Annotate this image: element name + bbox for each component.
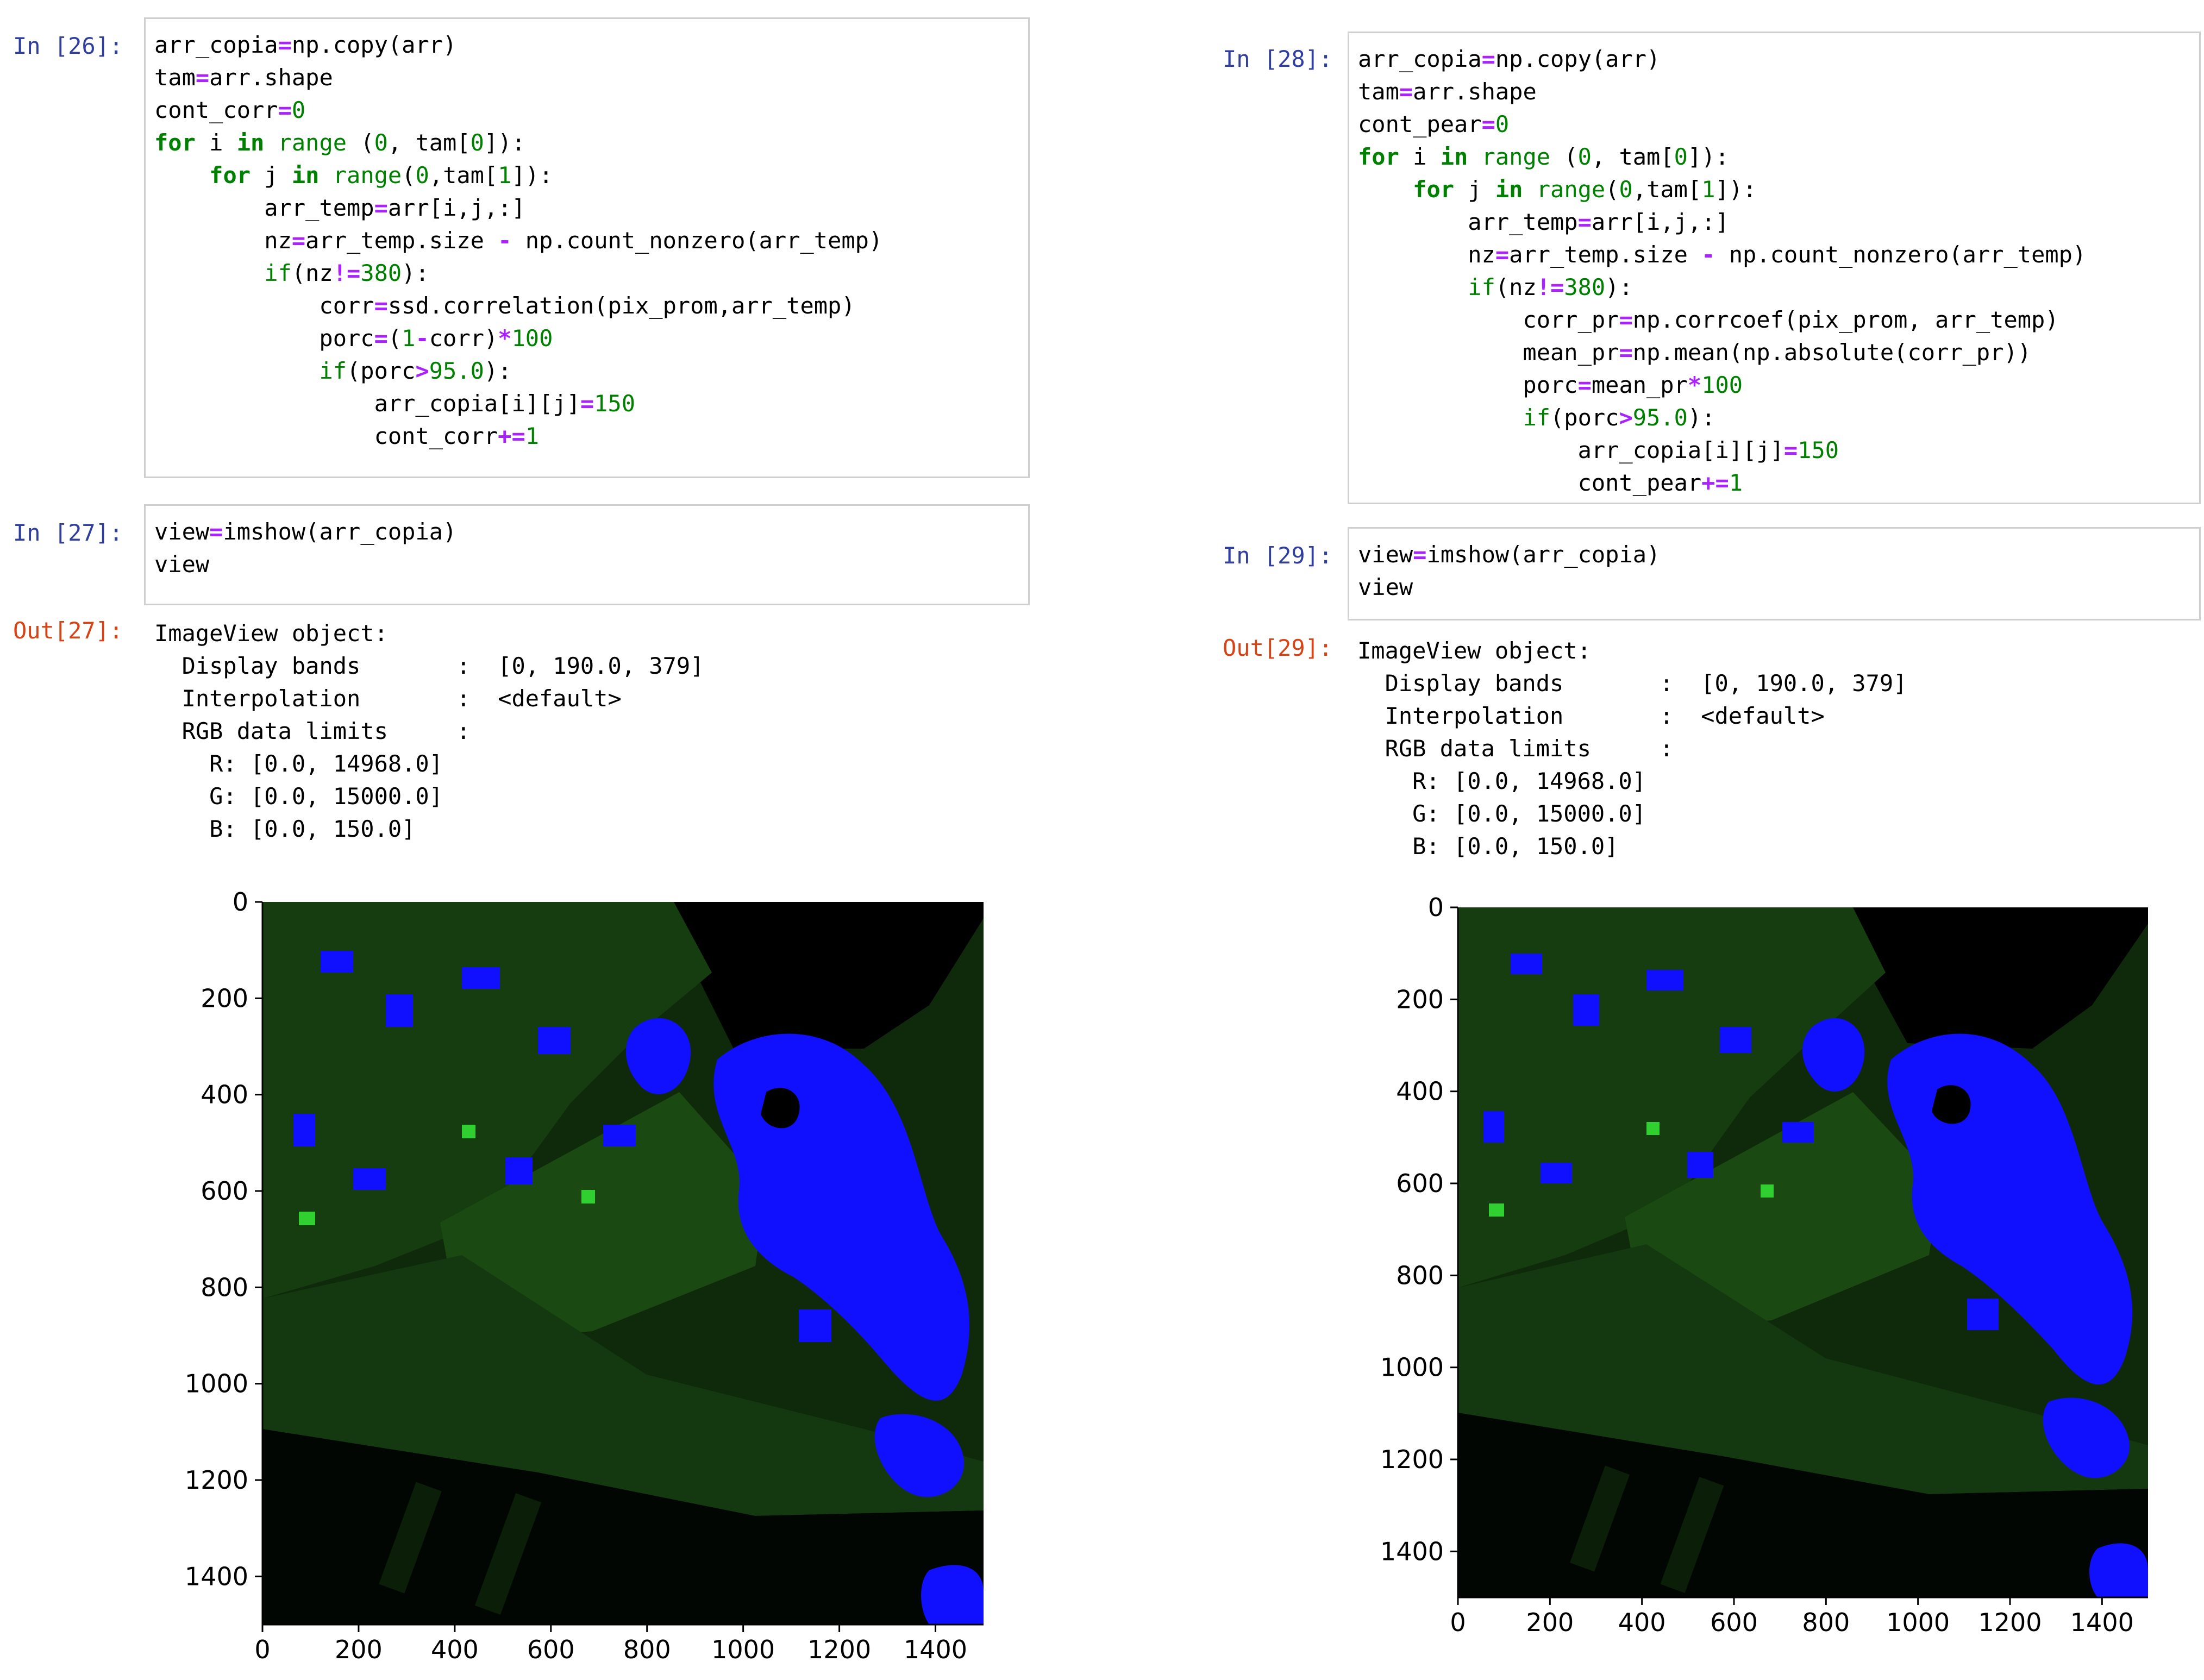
code-line: view=imshow(arr_copia) [154, 518, 457, 545]
code-line: tam=arr.shape [154, 64, 333, 91]
x-tick-label: 400 [431, 1635, 479, 1664]
code-line: nz=arr_temp.size - np.count_nonzero(arr_… [154, 227, 883, 254]
y-tick-label: 400 [1396, 1077, 1444, 1106]
code-line: arr_temp=arr[i,j,:] [1358, 209, 1729, 235]
x-tick-label: 600 [527, 1635, 575, 1664]
y-tick-label: 1400 [185, 1562, 248, 1591]
code-line: nz=arr_temp.size - np.count_nonzero(arr_… [1358, 241, 2087, 268]
x-tick-label: 600 [1710, 1608, 1758, 1637]
code-cell[interactable]: arr_copia=np.copy(arr) tam=arr.shape cont_… [144, 17, 1030, 478]
x-tick-label: 1400 [2070, 1608, 2134, 1637]
y-tick-label: 1200 [185, 1465, 248, 1495]
y-tick-label: 0 [1428, 893, 1444, 922]
code-editor[interactable]: view=imshow(arr_copia)view [154, 516, 456, 581]
y-tick-label: 800 [1396, 1261, 1444, 1290]
code-line: porc=(1-corr)*100 [154, 325, 553, 352]
code-line: for j in range(0,tam[1]): [209, 162, 553, 189]
y-tick-label: 600 [201, 1176, 248, 1206]
x-tick-label: 800 [1802, 1608, 1850, 1637]
code-cell[interactable]: arr_copia=np.copy(arr) tam=arr.shape cont_… [1348, 32, 2201, 504]
code-line: corr=ssd.correlation(pix_prom,arr_temp) [154, 292, 855, 319]
code-line: porc=mean_pr*100 [1358, 372, 1743, 398]
x-tick-label: 400 [1618, 1608, 1666, 1637]
y-axis-ticks: 0 200 400 600 800 1000 1200 1400 [1380, 893, 1458, 1566]
y-tick-label: 0 [233, 887, 248, 917]
output-text: ImageView object: Display bands : [0, 19… [154, 620, 704, 842]
image-area [262, 902, 984, 1625]
code-line: if(nz!=380): [1468, 274, 1633, 300]
plot-axes [261, 902, 984, 1626]
y-tick-label: 200 [201, 983, 248, 1013]
code-editor[interactable]: arr_copia=np.copy(arr) tam=arr.shape cont_… [1358, 43, 2086, 499]
image-area [1458, 907, 2148, 1597]
input-prompt: In [26]: [13, 33, 123, 59]
notebook-panel-right: In [28]: arr_copia=np.copy(arr) tam=arr.s… [1223, 0, 2204, 1680]
x-tick-label: 1400 [904, 1635, 967, 1664]
y-tick-label: 1400 [1380, 1537, 1444, 1566]
code-editor[interactable]: view=imshow(arr_copia)view [1358, 538, 1660, 604]
y-tick-label: 400 [201, 1080, 248, 1109]
y-tick-label: 600 [1396, 1169, 1444, 1198]
imshow-plot: 0 200 400 600 800 1000 1200 1400 0 200 400 600 800 1… [1380, 893, 2148, 1637]
code-line: for i in range (0, tam[0]): [154, 129, 525, 156]
y-tick-label: 1000 [185, 1369, 248, 1399]
y-tick-label: 1200 [1380, 1445, 1444, 1474]
x-axis-ticks: 0 200 400 600 800 1000 1200 1400 [1450, 1597, 2134, 1637]
x-tick-label: 0 [1450, 1608, 1466, 1637]
code-line: for j in range(0,tam[1]): [1413, 176, 1757, 203]
code-line: arr_copia[i][j]=150 [154, 390, 636, 417]
input-prompt: In [29]: [1223, 542, 1333, 569]
x-tick-label: 1200 [1978, 1608, 2042, 1637]
x-tick-label: 800 [623, 1635, 671, 1664]
x-tick-label: 200 [335, 1635, 383, 1664]
x-tick-label: 0 [254, 1635, 270, 1664]
y-tick-label: 800 [201, 1272, 248, 1302]
code-line: view [1358, 574, 1413, 600]
y-tick-label: 200 [1396, 985, 1444, 1014]
x-tick-label: 200 [1526, 1608, 1574, 1637]
code-line: cont_pear=0 [1358, 111, 1510, 137]
code-line: cont_corr+=1 [154, 423, 540, 449]
code-line: view [154, 551, 210, 578]
input-prompt: In [27]: [13, 519, 123, 546]
code-line: if(porc>95.0): [319, 358, 512, 384]
plot-axes [1457, 907, 2148, 1598]
x-axis-ticks: 0 200 400 600 800 1000 1200 1400 [254, 1625, 967, 1664]
code-line: arr_copia[i][j]=150 [1358, 437, 1839, 463]
code-cell[interactable]: view=imshow(arr_copia)view [144, 504, 1030, 605]
output-prompt: Out[27]: [13, 617, 123, 644]
imshow-plot: 0 200 400 600 800 1000 1200 1400 0 200 400 600 800 1… [185, 887, 984, 1664]
code-line: for i in range (0, tam[0]): [1358, 143, 1729, 170]
code-editor[interactable]: arr_copia=np.copy(arr) tam=arr.shape cont_… [154, 29, 882, 453]
code-line: arr_copia=np.copy(arr) [1358, 46, 1661, 72]
output-prompt: Out[29]: [1223, 635, 1333, 661]
code-line: if(nz!=380): [264, 260, 429, 286]
x-tick-label: 1200 [807, 1635, 871, 1664]
code-line: if(porc>95.0): [1523, 404, 1715, 431]
input-prompt: In [28]: [1223, 46, 1333, 72]
code-line: cont_corr=0 [154, 97, 306, 123]
y-tick-label: 1000 [1380, 1353, 1444, 1382]
code-line: view=imshow(arr_copia) [1358, 541, 1661, 568]
output-text: ImageView object: Display bands : [0, 19… [1357, 637, 1907, 860]
code-line: arr_copia=np.copy(arr) [154, 32, 457, 58]
code-line: arr_temp=arr[i,j,:] [154, 195, 525, 221]
notebook-panel-left: In [26]: arr_copia=np.copy(arr) tam=arr.s… [0, 0, 1098, 1680]
code-line: cont_pear+=1 [1358, 469, 1743, 496]
code-cell[interactable]: view=imshow(arr_copia)view [1348, 527, 2201, 620]
code-line: mean_pr=np.mean(np.absolute(corr_pr)) [1358, 339, 2032, 366]
x-tick-label: 1000 [711, 1635, 775, 1664]
y-axis-ticks: 0 200 400 600 800 1000 1200 1400 [185, 887, 262, 1591]
x-tick-label: 1000 [1886, 1608, 1950, 1637]
code-line: tam=arr.shape [1358, 78, 1537, 105]
code-line: corr_pr=np.corrcoef(pix_prom, arr_temp) [1358, 306, 2059, 333]
